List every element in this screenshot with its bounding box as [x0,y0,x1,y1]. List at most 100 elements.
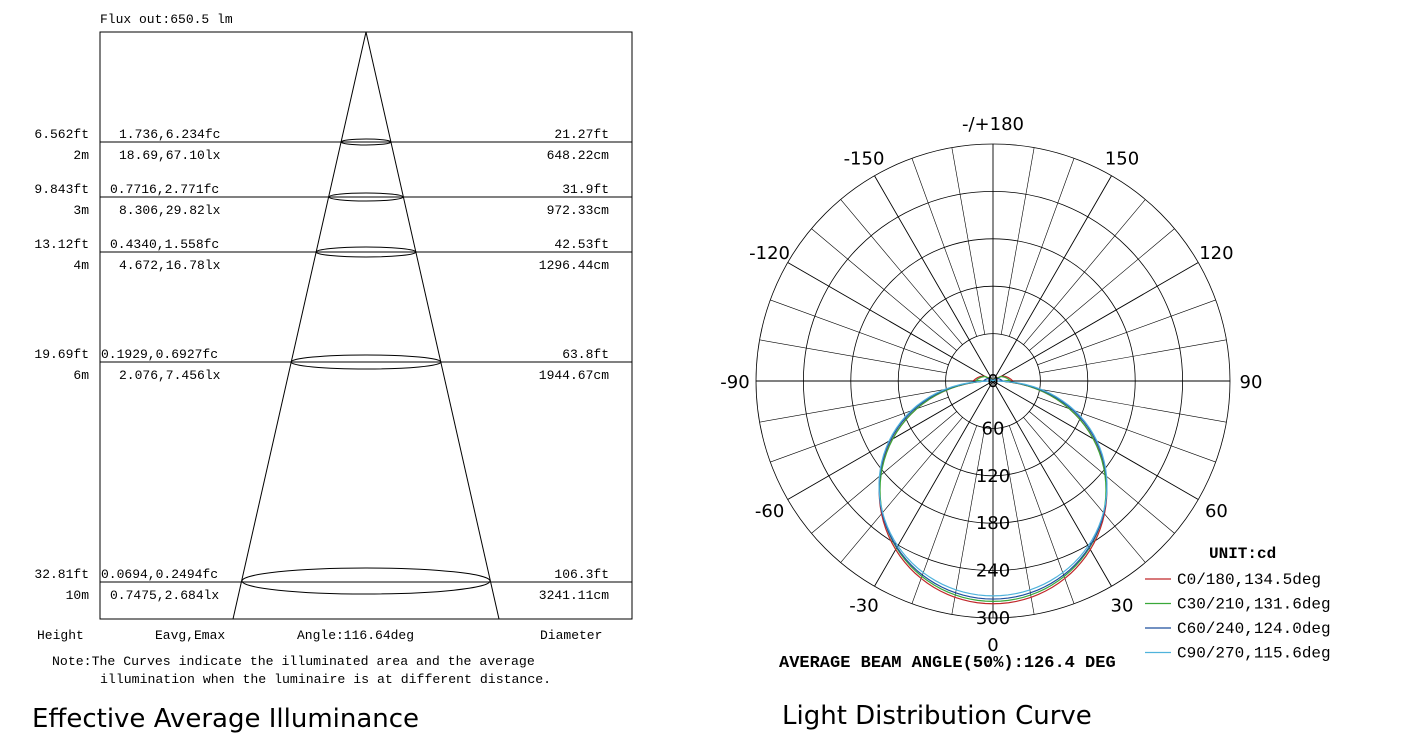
polar-chart: -/+180 150 -150 120 -120 90 -90 60 -60 30 -30 0 0 60… [720,114,1330,731]
angle-label: 30 [1111,595,1134,616]
angle-label: 0 [987,635,998,656]
height-ft-label: 32.81ft [34,567,89,582]
grid-spoke [951,427,986,615]
polar-grid [755,143,1231,619]
height-ft-label: 6.562ft [34,127,89,142]
grid-spoke [1008,425,1075,604]
diameter-ft-label: 106.3ft [554,567,609,582]
diameter-cm-label: 648.22cm [547,148,610,163]
grid-spoke [992,380,1112,587]
grid-spoke [992,175,1112,382]
footer-height-label: Height [37,628,84,643]
polar-radial-labels: 0 60 120 180 240 300 [976,371,1010,629]
diameter-ft-label: 31.9ft [562,182,609,197]
distance-row: 6.562ft 2m 1.736,6.234fc 18.69,67.10lx 2… [34,127,632,163]
height-m-label: 4m [73,258,89,273]
height-m-label: 3m [73,203,89,218]
eavg-lx-label: 0.7475,2.684lx [110,588,219,603]
legend-label: C60/240,124.0deg [1177,620,1331,638]
eavg-fc-label: 0.0694,0.2494fc [101,567,218,582]
grid-spoke [1039,388,1227,423]
height-m-label: 2m [73,148,89,163]
distance-row: 32.81ft 10m 0.0694,0.2494fc 0.7475,2.684… [34,567,632,603]
polar-angle-labels: -/+180 150 -150 120 -120 90 -90 60 -60 30 -30 0 [720,114,1262,656]
radial-tick-label: 240 [976,561,1010,582]
eavg-fc-label: 0.7716,2.771fc [110,182,219,197]
unit-label: UNIT:cd [1209,545,1276,563]
angle-label: -30 [849,595,878,616]
eavg-lx-label: 2.076,7.456lx [119,368,221,383]
grid-spoke [1029,228,1175,351]
polar-curves [878,375,1108,605]
grid-spoke [874,380,994,587]
illumination-ellipse [340,138,392,146]
distribution-curve [878,375,1108,605]
grid-spoke [759,388,947,423]
angle-label: -120 [749,243,790,264]
height-ft-label: 13.12ft [34,237,89,252]
angle-label: -90 [720,372,749,393]
cone-left-edge [232,31,367,620]
height-ft-label: 19.69ft [34,347,89,362]
grid-spoke [787,262,994,382]
beam-angle-label: AVERAGE BEAM ANGLE(50%):126.4 DEG [779,654,1116,673]
illumination-ellipse [328,192,404,202]
diameter-cm-label: 1296.44cm [539,258,609,273]
diameter-ft-label: 63.8ft [562,347,609,362]
grid-spoke [1037,299,1216,366]
diameter-ft-label: 21.27ft [554,127,609,142]
polar-legend: C0/180,134.5deg C30/210,131.6deg C60/240,1… [1145,571,1331,663]
height-m-label: 6m [73,368,89,383]
illuminance-frame [99,31,633,620]
legend-label: C0/180,134.5deg [1177,571,1321,589]
grid-spoke [1008,158,1075,337]
grid-spoke [1023,417,1146,563]
grid-spoke [992,262,1199,382]
grid-spoke [1039,339,1227,374]
footer-diameter-label: Diameter [540,628,602,643]
angle-label: 150 [1105,149,1139,170]
grid-spoke [911,158,978,337]
grid-spoke [811,228,957,351]
distribution-curve [878,378,1108,600]
distribution-curve [879,376,1107,603]
grid-spoke [874,175,994,382]
angle-label: -150 [844,149,885,170]
legend-label: C90/270,115.6deg [1177,645,1331,663]
note-line-1: Note:The Curves indicate the illuminated… [52,654,535,669]
angle-label: -60 [755,501,784,522]
eavg-lx-label: 18.69,67.10lx [119,148,221,163]
grid-spoke [840,199,963,345]
grid-spoke [1037,396,1216,463]
diameter-cm-label: 1944.67cm [539,368,609,383]
diameter-cm-label: 3241.11cm [539,588,609,603]
radial-tick-label: 120 [976,466,1010,487]
grid-spoke [840,417,963,563]
eavg-fc-label: 0.1929,0.6927fc [101,347,218,362]
radial-tick-label: 300 [976,608,1010,629]
grid-spoke [911,425,978,604]
radial-tick-label: 0 [987,371,998,392]
illumination-ellipse [241,567,491,595]
grid-spoke [811,411,957,534]
distribution-curve [878,379,1108,597]
height-ft-label: 9.843ft [34,182,89,197]
angle-label: -/+180 [962,114,1024,135]
distance-row: 19.69ft 6m 0.1929,0.6927fc 2.076,7.456lx… [34,347,632,383]
illuminance-caption: Effective Average Illuminance [32,704,419,734]
diameter-cm-label: 972.33cm [547,203,610,218]
radial-tick-label: 180 [976,513,1010,534]
grid-spoke [759,339,947,374]
distance-row: 13.12ft 4m 0.4340,1.558fc 4.672,16.78lx … [34,237,632,273]
distance-row: 9.843ft 3m 0.7716,2.771fc 8.306,29.82lx … [34,182,632,218]
footer-eavg-label: Eavg,Emax [155,628,225,643]
grid-spoke [1029,411,1175,534]
angle-label: 120 [1199,243,1233,264]
footer-angle-label: Angle:116.64deg [297,628,414,643]
eavg-lx-label: 4.672,16.78lx [119,258,221,273]
eavg-fc-label: 1.736,6.234fc [119,127,220,142]
grid-spoke [770,299,949,366]
diameter-ft-label: 42.53ft [554,237,609,252]
flux-label: Flux out:650.5 lm [100,12,233,27]
